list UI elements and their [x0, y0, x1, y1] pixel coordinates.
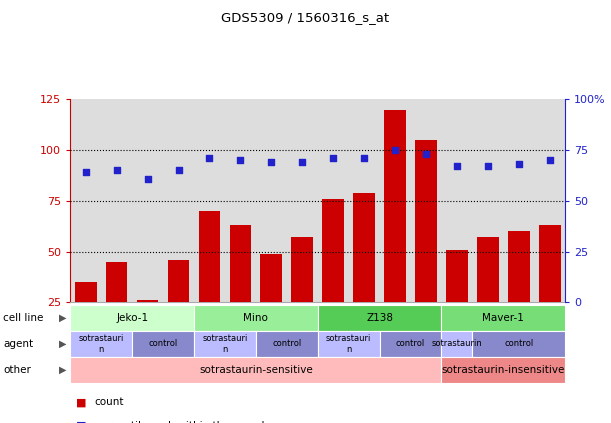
Bar	[411, 99, 442, 302]
Text: control: control	[504, 339, 533, 349]
Text: agent: agent	[3, 339, 33, 349]
Text: Mino: Mino	[243, 313, 268, 323]
Text: ■: ■	[76, 420, 87, 423]
Text: percentile rank within the sample: percentile rank within the sample	[95, 420, 271, 423]
Bar	[225, 99, 256, 302]
Text: other: other	[3, 365, 31, 375]
Bar	[442, 99, 472, 302]
Bar	[194, 99, 225, 302]
Bar	[415, 140, 437, 353]
Point	[514, 161, 524, 168]
Point	[205, 155, 214, 162]
Point	[421, 151, 431, 158]
Bar	[199, 211, 221, 353]
Text: Maver-1: Maver-1	[482, 313, 524, 323]
Bar	[318, 99, 349, 302]
Text: Jeko-1: Jeko-1	[116, 313, 148, 323]
Bar	[446, 250, 468, 353]
Point	[545, 157, 555, 164]
Bar	[503, 99, 534, 302]
Bar	[472, 99, 503, 302]
Point	[174, 167, 183, 174]
Text: sotrastaurin: sotrastaurin	[431, 339, 482, 349]
Point	[298, 159, 307, 166]
Bar	[477, 237, 499, 353]
Bar	[230, 225, 251, 353]
Bar	[132, 99, 163, 302]
Text: count: count	[95, 397, 124, 407]
Point	[359, 155, 369, 162]
Point	[235, 157, 245, 164]
Text: Z138: Z138	[366, 313, 393, 323]
Text: control: control	[148, 339, 178, 349]
Point	[328, 155, 338, 162]
Bar	[323, 199, 344, 353]
Point	[390, 147, 400, 154]
Text: sotrastauri
n: sotrastauri n	[202, 334, 247, 354]
Bar	[163, 99, 194, 302]
Bar	[75, 282, 97, 353]
Text: sotrastauri
n: sotrastauri n	[78, 334, 124, 354]
Point	[452, 163, 462, 170]
Text: sotrastaurin-sensitive: sotrastaurin-sensitive	[199, 365, 313, 375]
Bar	[137, 300, 158, 353]
Bar	[508, 231, 530, 353]
Bar	[384, 110, 406, 353]
Text: sotrastaurin-insensitive: sotrastaurin-insensitive	[442, 365, 565, 375]
Bar	[70, 99, 101, 302]
Bar	[287, 99, 318, 302]
Bar	[260, 254, 282, 353]
Bar	[167, 260, 189, 353]
Bar	[534, 99, 565, 302]
Text: control: control	[396, 339, 425, 349]
Bar	[539, 225, 560, 353]
Text: ▶: ▶	[59, 339, 66, 349]
Point	[266, 159, 276, 166]
Text: ▶: ▶	[59, 313, 66, 323]
Text: GDS5309 / 1560316_s_at: GDS5309 / 1560316_s_at	[221, 11, 390, 24]
Text: ▶: ▶	[59, 365, 66, 375]
Bar	[353, 193, 375, 353]
Bar	[349, 99, 379, 302]
Bar	[379, 99, 411, 302]
Point	[81, 169, 90, 176]
Bar	[256, 99, 287, 302]
Text: control: control	[272, 339, 301, 349]
Text: sotrastauri
n: sotrastauri n	[326, 334, 371, 354]
Text: cell line: cell line	[3, 313, 43, 323]
Bar	[106, 262, 128, 353]
Text: ■: ■	[76, 397, 87, 407]
Point	[112, 167, 122, 174]
Point	[483, 163, 492, 170]
Bar	[291, 237, 313, 353]
Point	[143, 175, 153, 182]
Bar	[101, 99, 132, 302]
